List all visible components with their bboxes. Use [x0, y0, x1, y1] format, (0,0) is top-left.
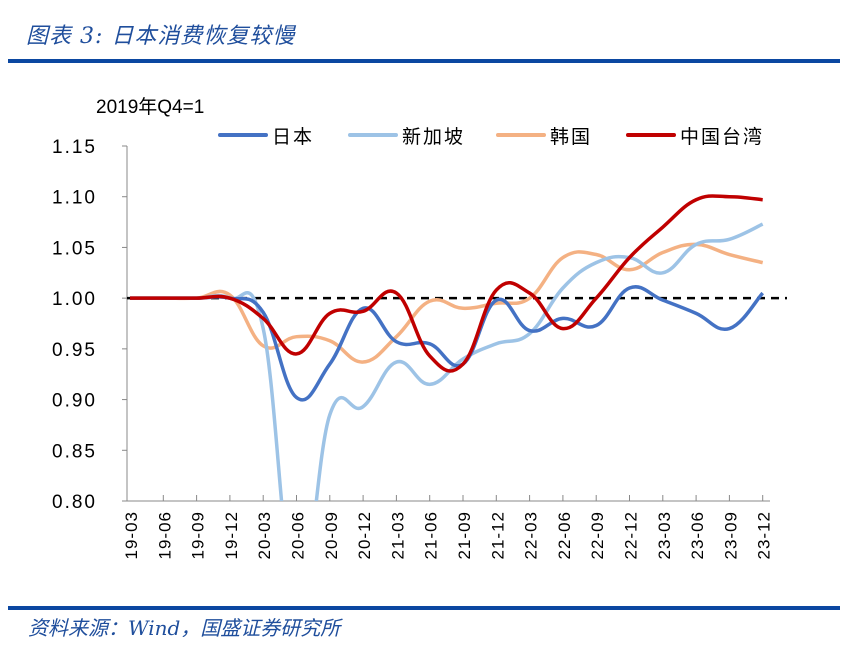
legend-label-0: 日本	[272, 126, 314, 148]
x-tick-label: 23-06	[688, 511, 707, 559]
y-tick-label: 0.80	[52, 492, 97, 513]
x-tick-label: 19-03	[122, 511, 141, 559]
y-tick-label: 1.15	[52, 137, 97, 158]
header-rule	[8, 59, 840, 63]
x-tick-label: 19-06	[155, 511, 174, 559]
x-tick-label: 22-09	[588, 511, 607, 559]
y-axis-unit-label: 2019年Q4=1	[96, 96, 204, 118]
x-tick-label: 19-09	[189, 511, 208, 559]
series-line-1	[129, 222, 764, 501]
x-tick-label: 21-09	[455, 511, 474, 559]
footer-rule	[8, 606, 840, 610]
y-tick-label: 0.95	[52, 340, 97, 361]
y-tick-label: 0.90	[52, 391, 97, 412]
legend-label-3: 中国台湾	[680, 126, 764, 148]
x-tick-label: 23-03	[655, 511, 674, 559]
x-tick-label: 20-12	[355, 511, 374, 559]
y-tick-label: 0.85	[52, 441, 97, 462]
x-tick-label: 19-12	[222, 511, 241, 559]
x-tick-label: 22-06	[555, 511, 574, 559]
x-tick-label: 21-12	[488, 511, 507, 559]
x-tick-label: 20-03	[255, 511, 274, 559]
x-tick-label: 20-06	[289, 511, 308, 559]
y-tick-label: 1.10	[52, 188, 97, 209]
series-line-3	[129, 194, 763, 373]
x-tick-label: 22-03	[522, 511, 541, 559]
x-tick-label: 21-06	[422, 511, 441, 559]
y-tick-label: 1.00	[52, 289, 97, 310]
y-tick-label: 1.05	[52, 238, 97, 259]
legend-label-2: 韩国	[550, 126, 592, 148]
x-tick-label: 22-12	[622, 511, 641, 559]
x-tick-label: 21-03	[388, 511, 407, 559]
legend-label-1: 新加坡	[402, 126, 465, 148]
x-tick-label: 20-09	[322, 511, 341, 559]
x-tick-label: 23-09	[721, 511, 740, 559]
figure-title: 图表 3: 日本消费恢复较慢	[26, 24, 296, 49]
x-tick-label: 23-12	[755, 511, 774, 559]
source-note: 资料来源：Wind，国盛证券研究所	[28, 616, 341, 640]
